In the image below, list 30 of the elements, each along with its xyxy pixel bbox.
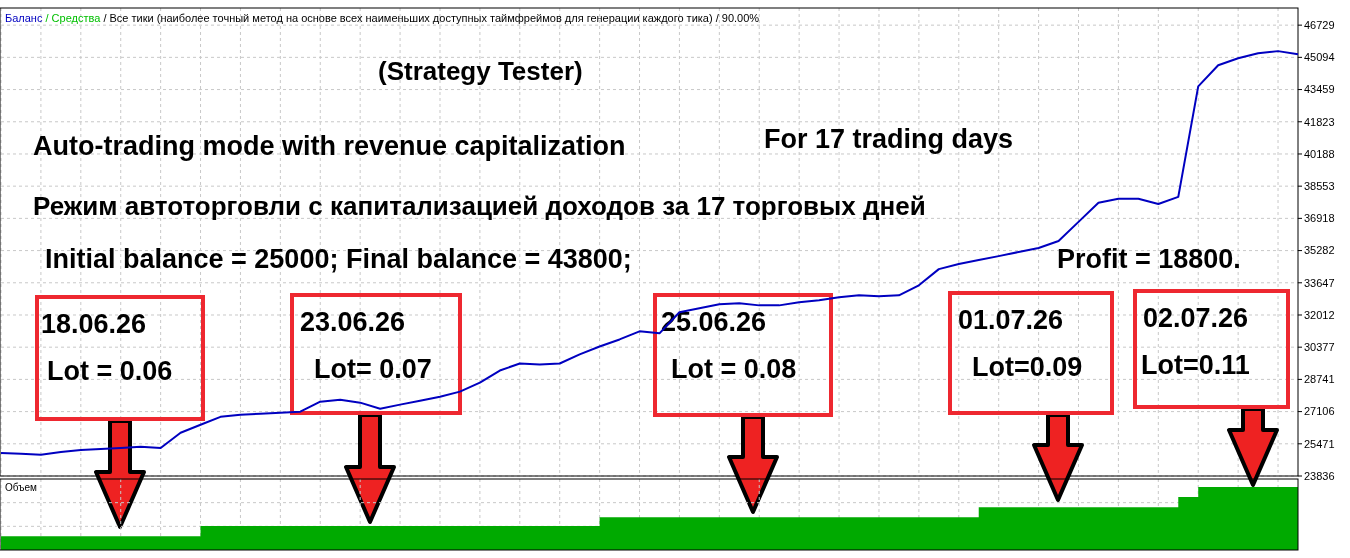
annotation: Auto-trading mode with revenue capitalization (33, 131, 626, 161)
y-tick-label: 27106 (1304, 405, 1335, 418)
y-tick-label: 41823 (1304, 115, 1335, 128)
y-tick-label: 36918 (1304, 212, 1335, 225)
line-series (0, 50, 1299, 456)
annotation: Initial balance = 25000; Final balance = 43800; (45, 244, 632, 274)
y-tick-label: 28741 (1304, 373, 1335, 386)
y-tick-label: 25471 (1304, 437, 1335, 450)
chart-subtitle: / Все тики (наиболее точный метод на основе всех наименьших доступных таймфреймов для генерации каждого тика) / 90.00% (100, 12, 760, 24)
annotation: 23.06.26 Lot= 0.07 (300, 307, 432, 384)
y-tick-label: 43459 (1304, 83, 1335, 96)
annotation: For 17 trading days (764, 124, 1014, 154)
y-tick-label: 23836 (1304, 469, 1335, 482)
annotation: Profit = 18800. (1057, 244, 1241, 274)
text: Баланс (5, 12, 43, 24)
annotation: 18.06.26 Lot = 0.06 (41, 309, 173, 386)
annotation: Режим автоторговли с капитализацией доходов за 17 торговых дней (33, 191, 926, 221)
y-tick-label: 35282 (1304, 244, 1335, 257)
annotation: 02.07.26 Lot=0.11 (1141, 303, 1250, 380)
legend-label: / Средства (42, 12, 102, 24)
y-tick-label: 33647 (1304, 276, 1335, 289)
text: (Strategy Tester) (378, 56, 583, 86)
chart-title: Объем (5, 482, 37, 493)
y-tick-label: 45094 (1304, 51, 1335, 64)
y-tick-label: 40188 (1304, 147, 1335, 160)
y-tick-label: 30377 (1304, 341, 1335, 354)
annotation: 01.07.26 Lot=0.09 (958, 305, 1083, 382)
y-tick-label: 32012 (1304, 308, 1335, 321)
y-tick-label: 46729 (1304, 19, 1335, 31)
y-tick-label: 38553 (1304, 180, 1335, 193)
